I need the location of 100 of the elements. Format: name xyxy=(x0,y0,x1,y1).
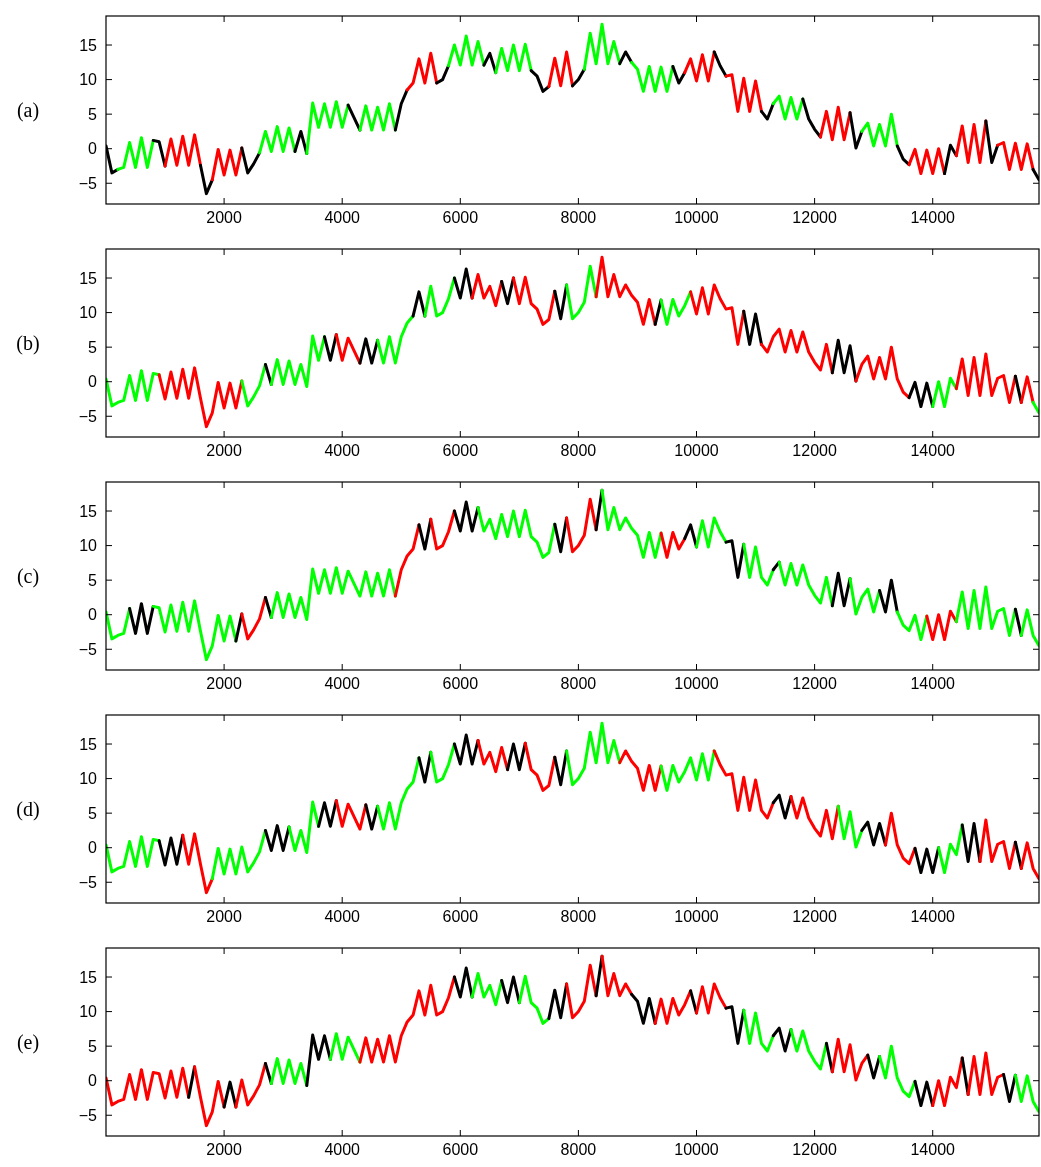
x-tick-label: 2000 xyxy=(206,908,242,925)
line-series xyxy=(659,530,687,559)
y-tick-label: 5 xyxy=(88,571,98,589)
line-series xyxy=(925,609,958,642)
y-tick-label: 10 xyxy=(79,537,98,555)
y-tick-label: 0 xyxy=(88,140,98,158)
line-series xyxy=(334,333,362,365)
x-tick-label: 8000 xyxy=(560,1141,597,1158)
x-tick-label: 2000 xyxy=(206,442,242,459)
x-tick-label: 12000 xyxy=(792,675,837,692)
line-series xyxy=(907,147,947,176)
x-tick-label: 8000 xyxy=(560,908,597,925)
line-series xyxy=(210,146,244,182)
line-series xyxy=(789,795,840,841)
line-series xyxy=(547,50,574,88)
y-tick-label: 10 xyxy=(79,304,98,322)
line-series xyxy=(860,112,899,148)
text: (a) xyxy=(16,99,40,122)
x-tick-label: 4000 xyxy=(324,209,361,226)
line-series xyxy=(157,366,244,429)
line-series xyxy=(269,1057,309,1088)
line-series xyxy=(712,749,775,820)
line-series xyxy=(996,140,1035,171)
line-series xyxy=(116,136,155,171)
line-series xyxy=(954,119,988,165)
line-series xyxy=(878,1044,917,1099)
line-series xyxy=(771,793,793,820)
line-series xyxy=(476,739,510,774)
line-series xyxy=(193,1065,226,1128)
line-series xyxy=(683,50,716,83)
x-tick-label: 6000 xyxy=(442,675,479,692)
x-tick-label: 14000 xyxy=(910,442,956,459)
line-series xyxy=(630,60,675,93)
x-tick-label: 10000 xyxy=(674,675,719,692)
y-tick-label: −5 xyxy=(78,873,98,891)
y-tick-label: 15 xyxy=(79,735,98,753)
line-series xyxy=(937,823,964,875)
line-series xyxy=(376,756,421,831)
line-series xyxy=(582,22,622,71)
line-series xyxy=(106,1066,191,1107)
line-series xyxy=(830,338,858,383)
line-series xyxy=(305,1033,332,1088)
y-tick-label: 10 xyxy=(79,770,98,788)
line-series xyxy=(269,566,397,622)
x-tick-label: 4000 xyxy=(324,1141,361,1158)
line-series xyxy=(653,989,693,1025)
line-series xyxy=(724,73,763,113)
line-series xyxy=(659,749,716,792)
x-tick-label: 12000 xyxy=(792,908,837,925)
line-series xyxy=(789,1028,828,1071)
line-series xyxy=(659,290,693,326)
line-series xyxy=(954,585,1017,637)
x-tick-label: 4000 xyxy=(324,908,361,925)
line-series xyxy=(106,835,161,874)
text: (e) xyxy=(16,1031,40,1054)
line-series xyxy=(517,974,551,1025)
x-tick-label: 12000 xyxy=(792,209,837,226)
line-series xyxy=(494,42,533,75)
line-series xyxy=(1013,1073,1039,1114)
x-tick-label: 6000 xyxy=(442,209,479,226)
x-tick-label: 10000 xyxy=(674,209,719,226)
line-series xyxy=(511,275,557,326)
line-series xyxy=(695,982,728,1015)
line-series xyxy=(328,1032,362,1064)
line-series xyxy=(163,133,202,168)
line-series xyxy=(565,497,598,554)
line-series xyxy=(777,560,834,608)
line-series xyxy=(742,542,775,587)
line-series xyxy=(931,376,958,409)
x-tick-label: 10000 xyxy=(674,442,719,459)
y-tick-label: 5 xyxy=(88,804,98,822)
line-series xyxy=(423,276,456,318)
line-series xyxy=(106,369,161,408)
line-series xyxy=(429,509,456,551)
line-series xyxy=(376,314,415,365)
line-series xyxy=(600,954,634,998)
line-series xyxy=(452,500,480,533)
x-tick-label: 8000 xyxy=(560,209,597,226)
line-series xyxy=(771,1026,793,1053)
y-tick-label: 15 xyxy=(79,968,98,986)
y-tick-label: 15 xyxy=(79,269,98,287)
line-series xyxy=(819,105,852,142)
line-series xyxy=(358,975,456,1064)
x-tick-label: 2000 xyxy=(206,675,242,692)
x-tick-label: 14000 xyxy=(910,209,956,226)
y-tick-label: −5 xyxy=(78,407,98,425)
x-tick-label: 8000 xyxy=(560,442,597,459)
line-series xyxy=(405,51,439,92)
y-tick-label: −5 xyxy=(78,640,98,658)
line-series xyxy=(470,273,504,308)
line-series xyxy=(689,283,746,346)
x-tick-label: 14000 xyxy=(910,1141,956,1158)
line-series xyxy=(151,599,238,662)
line-series xyxy=(836,804,864,849)
line-series xyxy=(476,506,557,559)
line-series xyxy=(594,255,657,326)
line-series xyxy=(907,380,935,409)
line-series xyxy=(854,345,911,400)
x-tick-label: 4000 xyxy=(324,675,361,692)
line-series xyxy=(848,577,882,616)
